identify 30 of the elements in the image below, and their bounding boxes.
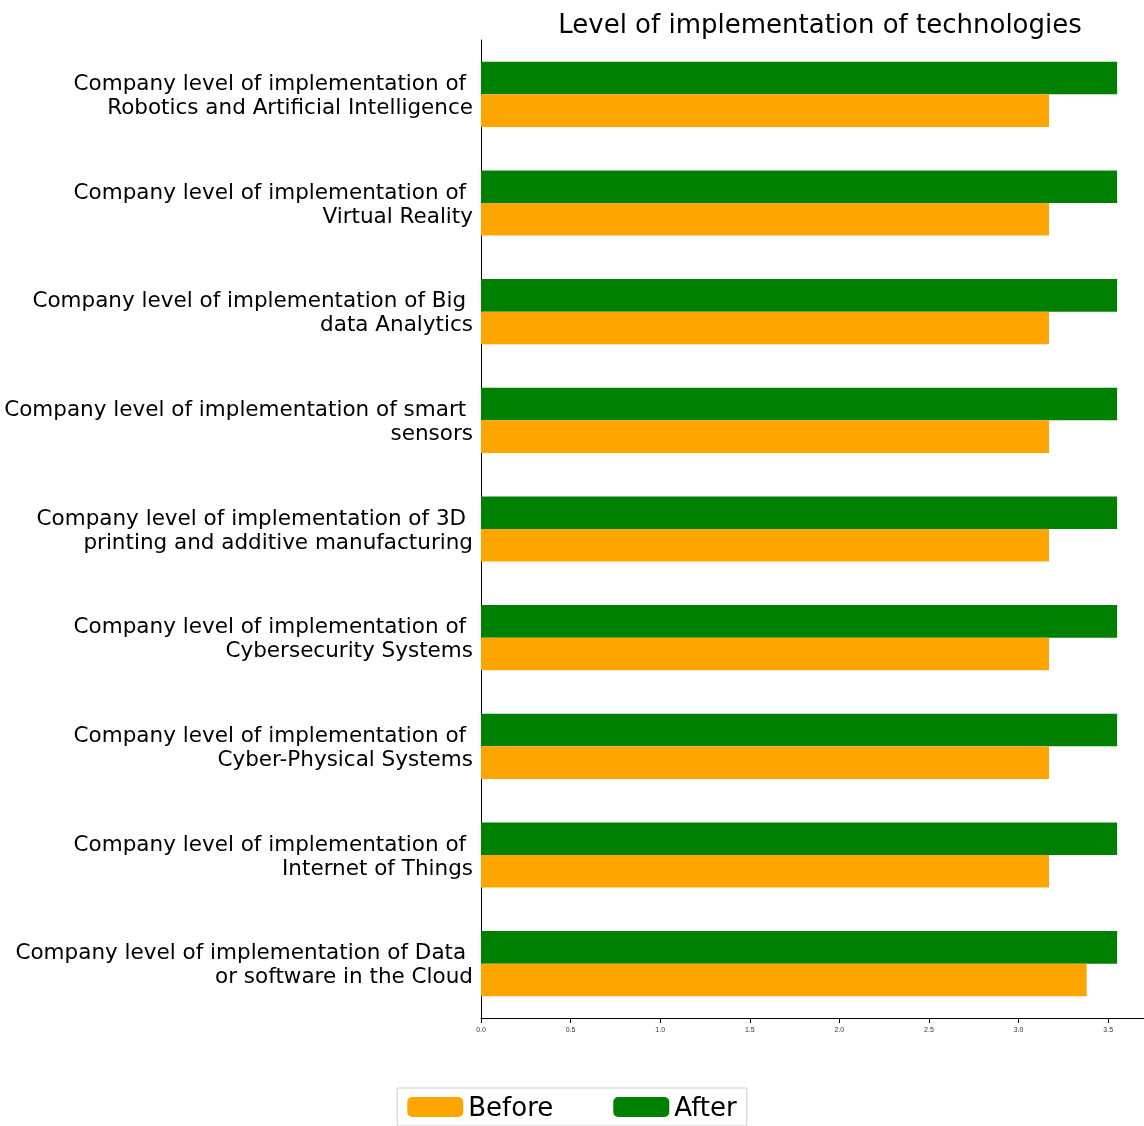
- bar: [481, 529, 1050, 562]
- y-tick-label: Company level of implementation of Data or software in the Cloud: [15, 939, 473, 989]
- y-tick-label: Company level of implementation of Cybersecurity Systems: [73, 613, 473, 663]
- bar: [481, 170, 1118, 203]
- bar: [481, 822, 1118, 855]
- bar: [481, 387, 1118, 421]
- bar: [481, 963, 1087, 997]
- y-tick-label: Company level of implementation of Internet of Things: [73, 830, 473, 880]
- y-tick-label: Company level of implementation of Virtual Reality: [73, 178, 474, 228]
- y-tick-label: Company level of implementation of Cyber-Physical Systems: [73, 721, 473, 771]
- bar: [481, 605, 1118, 638]
- y-tick-label: Company level of implementation of Big data Analytics: [32, 287, 473, 337]
- bar: [481, 94, 1050, 127]
- bar: [481, 746, 1050, 779]
- bar: [481, 496, 1118, 529]
- bar: [481, 637, 1050, 671]
- bar: [481, 311, 1050, 345]
- y-tick-label: Company level of implementation of Robotics and Artificial Intelligence: [73, 69, 473, 119]
- legend-label: Before: [468, 1092, 554, 1122]
- bar: [481, 713, 1118, 747]
- bar: [481, 61, 1118, 95]
- y-tick-label: Company level of implementation of 3D printing and additive manufacturing: [36, 504, 473, 554]
- bar: [481, 420, 1050, 453]
- bar: [481, 931, 1118, 964]
- bar: [481, 855, 1050, 888]
- bar: [481, 203, 1050, 236]
- chart-title: Level of implementation of technologies: [558, 9, 1082, 39]
- legend-label: After: [674, 1092, 738, 1122]
- bar: [481, 279, 1118, 312]
- y-tick-label: Company level of implementation of smart sensors: [4, 395, 473, 445]
